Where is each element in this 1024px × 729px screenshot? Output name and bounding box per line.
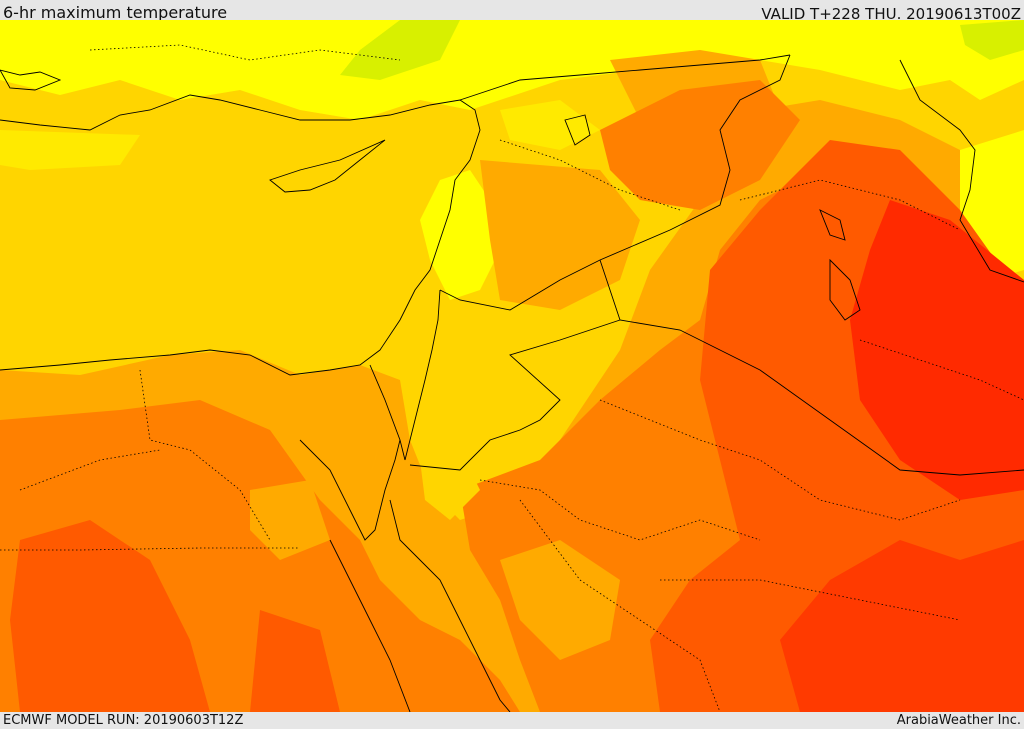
egypt-israel-border	[369, 364, 406, 461]
mediterranean-coast	[0, 94, 481, 376]
syria-iraq-jordan-border	[439, 54, 791, 311]
jordan-valley-border	[404, 289, 441, 461]
very-hot-region-egypt	[10, 520, 210, 712]
temperature-map[interactable]	[0, 20, 1024, 712]
credit-label: ArabiaWeather Inc.	[896, 713, 1021, 728]
jordan-saudi-border	[409, 319, 621, 471]
iraq-iran-border	[899, 59, 1024, 283]
lake-iraq	[829, 258, 861, 321]
cool-region-north	[0, 20, 1024, 120]
map-footer: ECMWF MODEL RUN: 20190603T12Z ArabiaWeat…	[0, 712, 1024, 729]
very-hot-region-nile	[250, 610, 340, 712]
map-header: 6-hr maximum temperature VALID T+228 THU…	[0, 0, 1024, 23]
map-title: 6-hr maximum temperature	[3, 3, 228, 22]
model-run-label: ECMWF MODEL RUN: 20190603T12Z	[3, 713, 244, 728]
hottest-region-iraq	[850, 200, 1024, 500]
red-sea-west-coast	[329, 539, 411, 712]
aegean-island	[0, 69, 62, 91]
coastlines	[0, 69, 861, 712]
turkey-syria-border	[459, 54, 791, 101]
province-borders	[0, 44, 1024, 712]
green-patch-ne	[960, 20, 1024, 60]
map-canvas	[0, 20, 1024, 712]
political-borders	[369, 54, 1024, 476]
lake-assad	[564, 114, 591, 146]
mild-patch-aegean	[0, 130, 140, 170]
red-sea-east-coast	[389, 499, 511, 712]
valid-time: VALID T+228 THU. 20190613T00Z	[761, 5, 1021, 23]
cyprus-outline	[269, 139, 386, 193]
hot-region-iraq-north	[600, 80, 800, 210]
warm-patch-hejaz	[500, 540, 620, 660]
mild-patch-syria	[500, 100, 600, 150]
cool-region-levant	[420, 170, 500, 300]
gulf-of-suez	[299, 439, 401, 541]
iraq-saudi-border	[599, 259, 1024, 476]
warm-region-syria	[480, 160, 640, 310]
hottest-region-south	[780, 540, 1024, 712]
lake-tharthar	[819, 209, 846, 241]
green-patch-north	[340, 20, 460, 80]
warm-patch-sinai	[250, 480, 330, 560]
